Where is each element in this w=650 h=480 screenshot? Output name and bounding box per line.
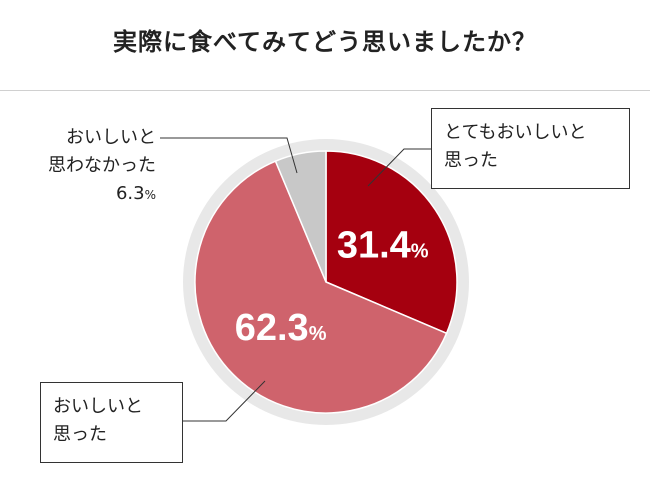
title-divider (0, 90, 650, 91)
callout-tasty-line1: おいしいと (53, 396, 143, 417)
value-label-tasty: 62.3% (235, 307, 327, 349)
label-not-tasty-line1: おいしいと (66, 127, 156, 148)
callout-very-tasty-line1: とてもおいしいと (444, 122, 587, 143)
callout-very-tasty-line2: 思った (444, 150, 498, 171)
label-not-tasty-value: 6.3% (115, 183, 156, 204)
label-not-tasty-line2: 思わなかった (48, 155, 156, 176)
slice-very-tasty (325, 150, 458, 335)
leader-very-tasty (367, 148, 431, 187)
chart-title: 実際に食べてみてどう思いましたか？ (112, 28, 538, 56)
callout-tasty: おいしいと 思った (40, 382, 183, 463)
callout-tasty-line2: 思った (53, 424, 107, 445)
callout-very-tasty: とてもおいしいと 思った (431, 108, 630, 189)
slice-tasty (194, 160, 448, 414)
label-not-tasty: おいしいと 思わなかった 6.3% (20, 124, 156, 209)
value-label-very-tasty: 31.4% (337, 224, 429, 266)
slice-not-tasty (274, 150, 327, 283)
leader-not-tasty (160, 137, 298, 174)
leader-tasty (183, 380, 266, 422)
